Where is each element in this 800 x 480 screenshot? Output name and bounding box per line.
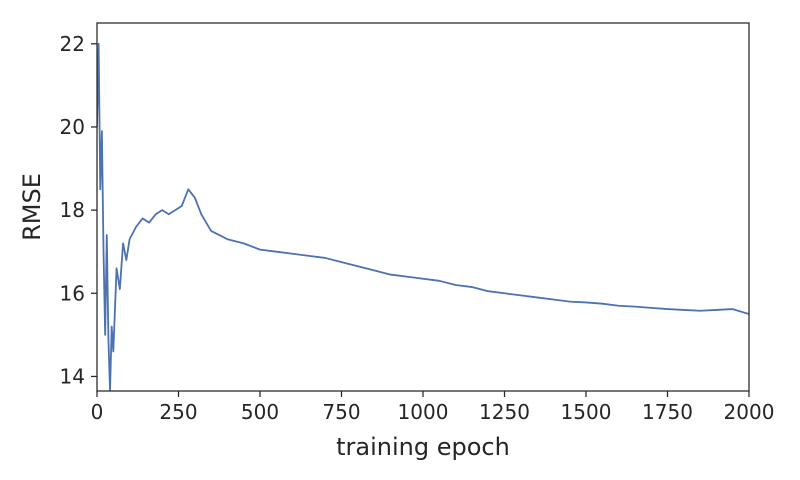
x-tick-label: 2000 [724, 400, 775, 424]
x-tick-label: 0 [91, 400, 104, 424]
x-tick-label: 500 [241, 400, 279, 424]
y-tick-label: 20 [60, 115, 85, 139]
plot-area [96, 22, 750, 392]
x-tick-label: 1750 [642, 400, 693, 424]
axis-ticks: 0 250 500 750 1000 1250 1500 1750 2000 14 16 18 20 22 [60, 32, 775, 424]
x-tick-label: 250 [159, 400, 197, 424]
x-tick-label: 1500 [561, 400, 612, 424]
y-tick-label: 16 [60, 281, 85, 305]
x-tick-label: 1000 [398, 400, 449, 424]
x-tick-label: 1250 [479, 400, 530, 424]
y-axis-label: RMSE [18, 173, 46, 241]
y-tick-label: 18 [60, 198, 85, 222]
series-line-0 [97, 42, 749, 391]
x-tick-label: 750 [322, 400, 360, 424]
y-tick-label: 14 [60, 364, 85, 388]
y-tick-label: 22 [60, 32, 85, 56]
plot-frame [96, 22, 750, 392]
x-axis-label: training epoch [336, 433, 510, 461]
